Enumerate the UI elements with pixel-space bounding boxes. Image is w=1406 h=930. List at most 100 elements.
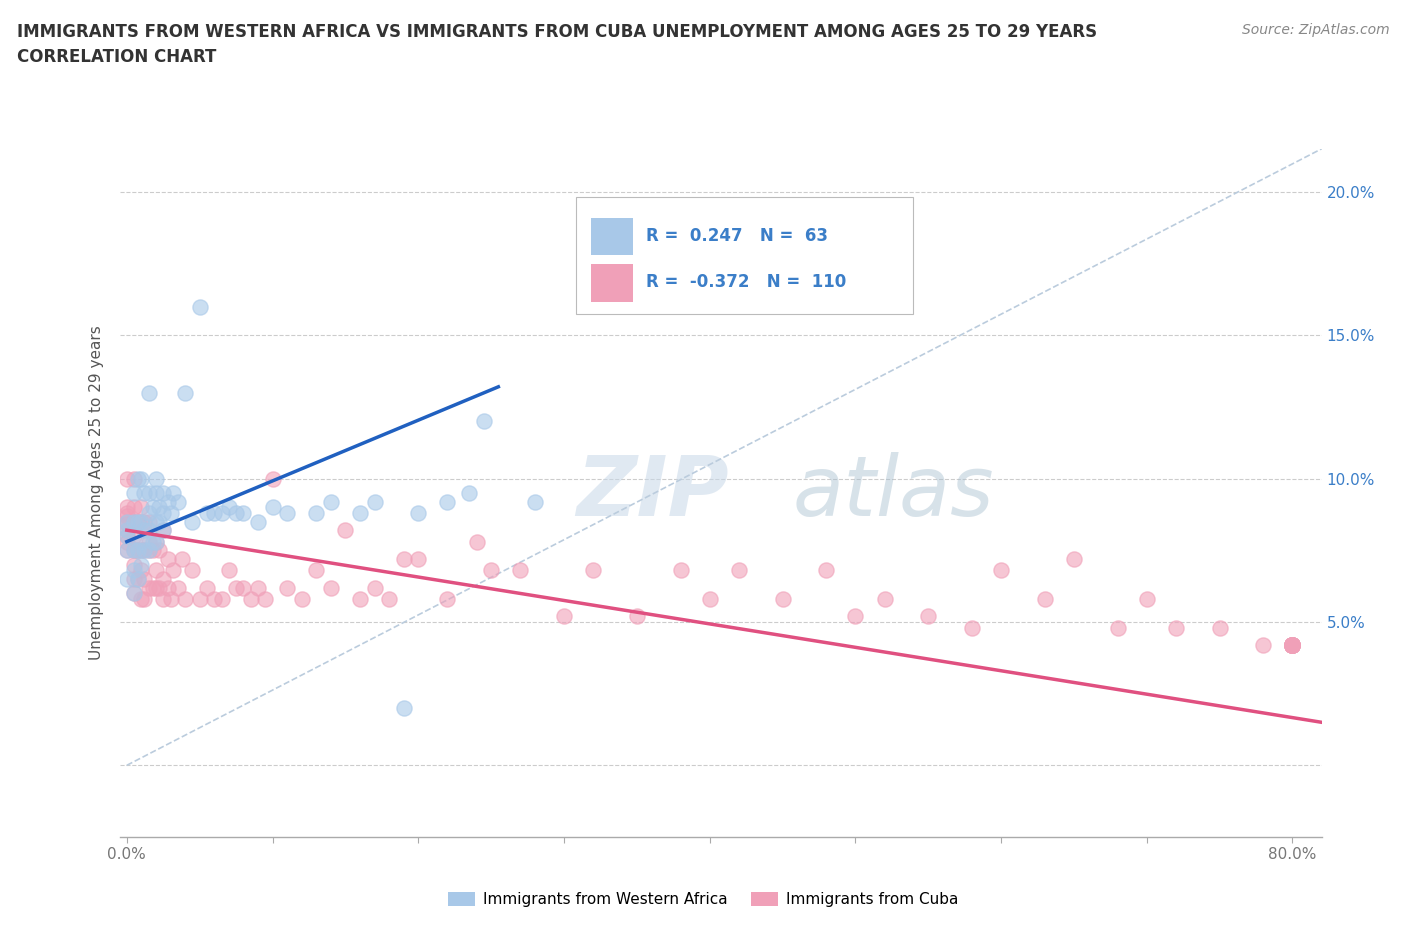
Legend: Immigrants from Western Africa, Immigrants from Cuba: Immigrants from Western Africa, Immigran… <box>441 885 965 913</box>
Point <box>152 571 174 587</box>
Point <box>115 534 138 549</box>
Point <box>406 551 429 566</box>
Point <box>127 543 149 558</box>
Point <box>122 586 145 601</box>
Point <box>319 494 342 509</box>
Point <box>1281 637 1303 652</box>
Point <box>815 563 838 578</box>
Point <box>335 523 357 538</box>
Point <box>156 580 179 595</box>
Point <box>122 563 145 578</box>
Point <box>211 591 233 606</box>
Point <box>148 499 170 514</box>
Point <box>465 534 488 549</box>
Point <box>1136 591 1159 606</box>
Point <box>138 514 160 529</box>
Point <box>436 494 458 509</box>
Point <box>1281 637 1303 652</box>
Point <box>145 563 167 578</box>
Point <box>166 580 188 595</box>
Point <box>134 543 156 558</box>
Point <box>246 580 269 595</box>
Point <box>115 528 138 543</box>
Point <box>138 523 160 538</box>
Point <box>162 563 184 578</box>
Point <box>1281 637 1303 652</box>
Point <box>152 523 174 538</box>
Point <box>152 485 174 500</box>
Point <box>392 700 415 715</box>
Point <box>115 514 138 529</box>
Point <box>122 543 145 558</box>
Point <box>115 517 138 532</box>
Point <box>122 528 145 543</box>
Point <box>138 534 160 549</box>
Point <box>276 506 298 521</box>
Point <box>1107 620 1129 635</box>
Point <box>699 591 721 606</box>
Point <box>127 543 149 558</box>
Point <box>152 591 174 606</box>
Point <box>131 499 153 514</box>
Point <box>232 580 254 595</box>
Point <box>1281 637 1303 652</box>
Point <box>917 609 939 624</box>
Point <box>232 506 254 521</box>
Point <box>134 571 156 587</box>
Text: R =  0.247   N =  63: R = 0.247 N = 63 <box>645 227 828 246</box>
Point <box>122 557 145 572</box>
Y-axis label: Unemployment Among Ages 25 to 29 years: Unemployment Among Ages 25 to 29 years <box>89 326 104 660</box>
Point <box>148 543 170 558</box>
Point <box>156 494 179 509</box>
Point <box>159 591 181 606</box>
Point <box>138 385 160 400</box>
Point <box>188 299 211 314</box>
Point <box>363 494 385 509</box>
Point <box>772 591 794 606</box>
Point <box>1033 591 1056 606</box>
Point <box>134 514 156 529</box>
Point <box>145 534 167 549</box>
Point <box>122 586 145 601</box>
Point <box>122 485 145 500</box>
Point <box>115 571 138 587</box>
Point <box>553 609 575 624</box>
Point <box>1063 551 1085 566</box>
Point <box>291 591 314 606</box>
Point <box>115 499 138 514</box>
Point <box>145 580 167 595</box>
Point <box>115 472 138 486</box>
Point <box>172 551 194 566</box>
Point <box>131 543 153 558</box>
Text: Source: ZipAtlas.com: Source: ZipAtlas.com <box>1241 23 1389 37</box>
Point <box>1253 637 1275 652</box>
Point <box>669 563 692 578</box>
Point <box>523 494 546 509</box>
Text: atlas: atlas <box>793 452 994 534</box>
Point <box>319 580 342 595</box>
Point <box>127 472 149 486</box>
Point <box>145 485 167 500</box>
Point <box>276 580 298 595</box>
Point <box>134 485 156 500</box>
Point <box>138 485 160 500</box>
Point <box>159 506 181 521</box>
Point <box>582 563 605 578</box>
Point <box>115 506 138 521</box>
Point <box>138 506 160 521</box>
Point <box>1164 620 1187 635</box>
Point <box>1281 637 1303 652</box>
Point <box>225 506 247 521</box>
Point <box>142 534 165 549</box>
Point <box>844 609 866 624</box>
Point <box>349 591 371 606</box>
Point <box>115 514 138 529</box>
Point <box>188 591 211 606</box>
Point <box>305 506 328 521</box>
Point <box>122 499 145 514</box>
Bar <box>591 218 633 256</box>
Point <box>202 506 225 521</box>
Point <box>254 591 277 606</box>
Point <box>990 563 1012 578</box>
Point <box>1281 637 1303 652</box>
